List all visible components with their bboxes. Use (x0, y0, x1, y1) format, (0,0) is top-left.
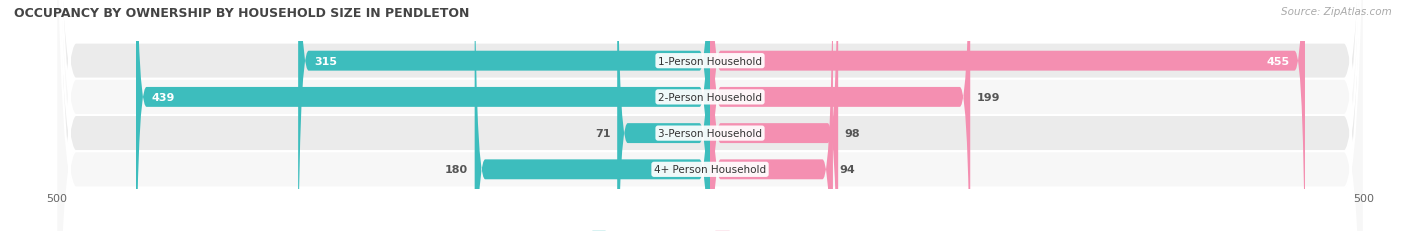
FancyBboxPatch shape (56, 0, 1364, 231)
FancyBboxPatch shape (56, 0, 1364, 231)
FancyBboxPatch shape (710, 0, 1305, 231)
Text: 1-Person Household: 1-Person Household (658, 56, 762, 66)
FancyBboxPatch shape (710, 0, 970, 231)
FancyBboxPatch shape (136, 0, 710, 231)
Text: 455: 455 (1267, 56, 1289, 66)
Text: 94: 94 (839, 165, 855, 175)
FancyBboxPatch shape (710, 0, 832, 231)
FancyBboxPatch shape (475, 0, 710, 231)
FancyBboxPatch shape (617, 0, 710, 231)
Text: OCCUPANCY BY OWNERSHIP BY HOUSEHOLD SIZE IN PENDLETON: OCCUPANCY BY OWNERSHIP BY HOUSEHOLD SIZE… (14, 7, 470, 20)
FancyBboxPatch shape (298, 0, 710, 231)
Text: 71: 71 (595, 128, 610, 139)
Text: 2-Person Household: 2-Person Household (658, 92, 762, 103)
FancyBboxPatch shape (56, 0, 1364, 231)
Text: 4+ Person Household: 4+ Person Household (654, 165, 766, 175)
Text: 3-Person Household: 3-Person Household (658, 128, 762, 139)
Text: 315: 315 (314, 56, 337, 66)
Text: Source: ZipAtlas.com: Source: ZipAtlas.com (1281, 7, 1392, 17)
Text: 199: 199 (977, 92, 1000, 103)
Text: 98: 98 (845, 128, 860, 139)
FancyBboxPatch shape (710, 0, 838, 231)
Text: 180: 180 (446, 165, 468, 175)
Legend: Owner-occupied, Renter-occupied: Owner-occupied, Renter-occupied (588, 227, 832, 231)
Text: 439: 439 (152, 92, 176, 103)
FancyBboxPatch shape (56, 0, 1364, 231)
